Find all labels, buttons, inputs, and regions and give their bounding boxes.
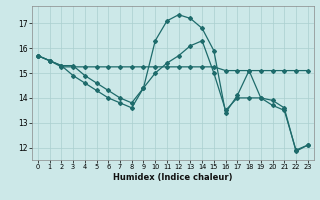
X-axis label: Humidex (Indice chaleur): Humidex (Indice chaleur) bbox=[113, 173, 233, 182]
